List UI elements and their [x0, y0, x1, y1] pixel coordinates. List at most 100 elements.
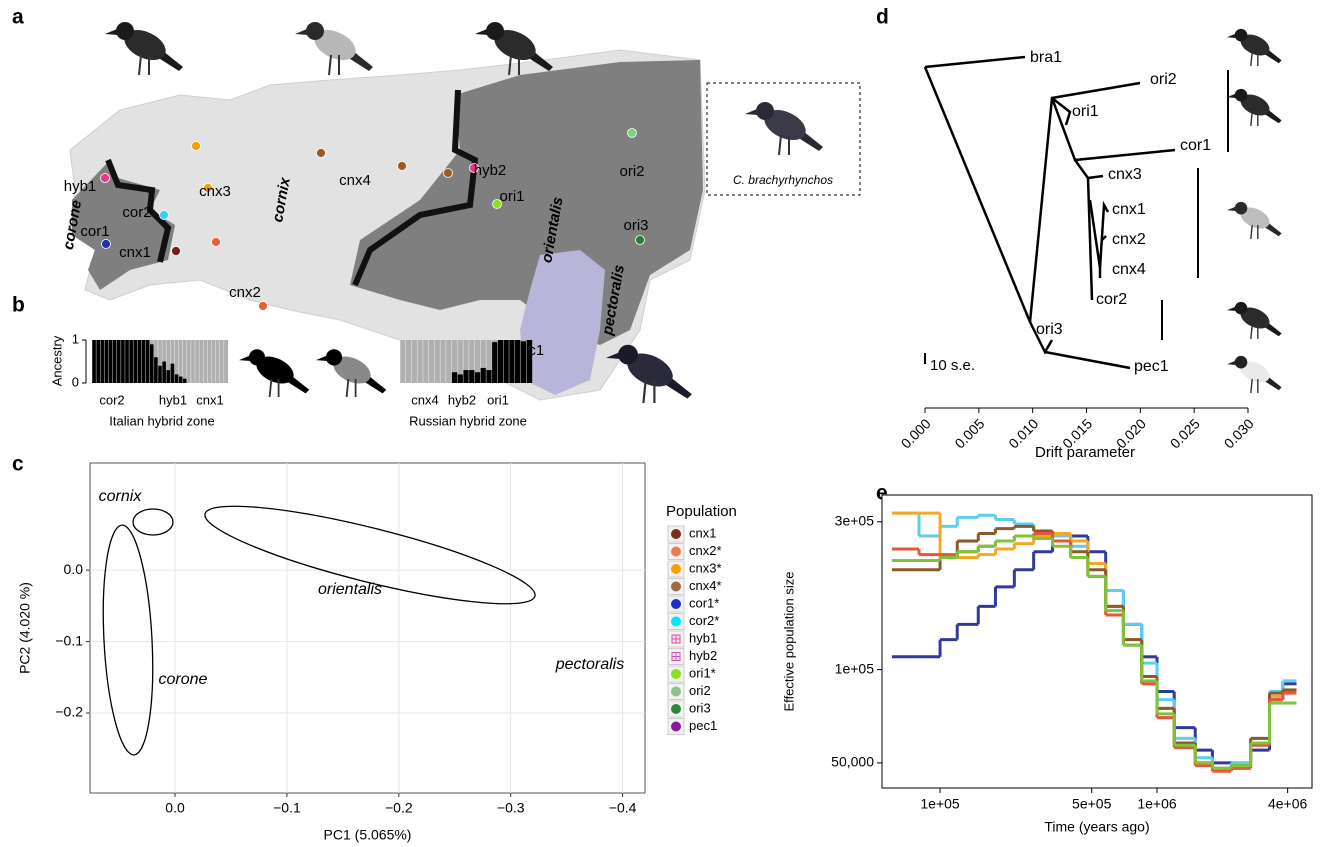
ancestry-bar	[497, 340, 504, 383]
tree-edge	[923, 66, 1141, 323]
ancestry-bar	[157, 365, 163, 383]
legend-label: ori3	[689, 700, 711, 715]
bird-body	[1240, 307, 1270, 329]
legend-symbol	[671, 704, 681, 714]
group-annotation: pectoralis	[555, 656, 624, 673]
y-tick-label: −0.2	[55, 704, 83, 720]
inset-box	[706, 82, 861, 196]
group-label: hyb2	[448, 392, 476, 407]
bird-body	[314, 29, 356, 61]
leaf-label: cnx2	[1112, 231, 1146, 248]
legend-label: cor1*	[689, 595, 719, 610]
ancestry-bar	[133, 340, 138, 383]
x-tick-label: 0.025	[1167, 415, 1203, 451]
y-tick-label: 3e+05	[835, 512, 875, 528]
bird-head	[1234, 201, 1248, 215]
pectoralis-range	[520, 250, 605, 395]
x-axis-label: Drift parameter	[1035, 444, 1135, 461]
y-tick-label: −0.1	[55, 632, 83, 648]
legend-label: cnx1	[689, 525, 716, 540]
bird-body	[1240, 207, 1270, 229]
ancestry-bar	[174, 374, 179, 383]
bird-legs	[778, 134, 790, 156]
ancestry-bar	[129, 340, 134, 383]
panel-label: b	[12, 294, 25, 317]
orientalis-range	[350, 60, 703, 345]
group-label: cnx4	[411, 392, 438, 407]
x-tick-label: 5e+05	[1072, 796, 1112, 812]
bird-legs	[1250, 378, 1259, 394]
bird-beak	[1227, 93, 1237, 98]
bird-beak	[475, 29, 488, 35]
site-dot	[101, 239, 111, 249]
hybrid-zone	[352, 89, 479, 287]
x-tick-label: −0.3	[497, 800, 525, 816]
ancestry-bar	[178, 376, 183, 383]
site-label: cor1	[80, 223, 109, 240]
bird-illustration	[606, 344, 692, 404]
site-dot	[171, 246, 181, 256]
group-label: ori1	[487, 392, 509, 407]
inset-label: C. brachyrhynchos	[733, 173, 833, 187]
ancestry-bar	[480, 367, 487, 383]
group-ellipse	[102, 524, 154, 756]
legend-label: cor2*	[689, 613, 719, 628]
site-dot	[191, 141, 201, 151]
bird-beak	[606, 352, 621, 359]
ancestry-bar	[474, 372, 481, 383]
bird-illustration	[295, 22, 373, 76]
ancestry-bar	[149, 344, 155, 383]
tree	[923, 55, 1229, 370]
tree-edge	[1050, 97, 1176, 162]
bird-body	[1240, 94, 1270, 116]
ancestry-bar	[137, 340, 142, 383]
ancestry-bar	[104, 340, 109, 383]
site-label: cnx1	[119, 244, 151, 261]
bird-body	[256, 356, 294, 384]
bird-illustration	[1227, 355, 1282, 394]
site-label: ori3	[623, 217, 648, 234]
group-label: cor2	[99, 392, 124, 407]
group-annotation: cornix	[99, 488, 143, 505]
site-label: cnx3	[199, 183, 231, 200]
bird-body	[1240, 361, 1270, 383]
plot-area	[881, 494, 1313, 789]
x-tick-label: 0.030	[1221, 415, 1257, 451]
group-annotation: corone	[159, 671, 208, 688]
site-dot	[635, 235, 645, 245]
site-dot	[443, 168, 453, 178]
leaf-label: cor1	[1180, 137, 1211, 154]
y-tick-label: 1e+05	[835, 660, 875, 676]
bird-head	[486, 22, 504, 40]
legend-symbol	[671, 721, 681, 732]
ancestry-bar	[451, 372, 458, 383]
bird-illustration	[316, 349, 387, 398]
ancestry-bar	[520, 341, 527, 383]
site-dot	[159, 210, 169, 220]
x-tick-label: −0.2	[385, 800, 413, 816]
plot-area	[89, 462, 646, 794]
site-dot	[211, 237, 221, 247]
ancestry-bar	[457, 374, 464, 383]
legend-label: cnx3*	[689, 560, 722, 575]
x-tick-label: 1e+06	[1137, 796, 1177, 812]
panel-label: d	[876, 6, 889, 29]
bird-beak	[316, 355, 328, 361]
legend-symbol	[671, 564, 681, 574]
bird-illustration	[1227, 28, 1282, 67]
site-dot	[316, 148, 326, 158]
panel-label: c	[12, 453, 24, 476]
scale-label: 10 s.e.	[930, 357, 975, 374]
bird-body	[1240, 34, 1270, 56]
bird-body	[764, 109, 806, 141]
ancestry-bar	[108, 340, 113, 383]
ancestry-bar	[526, 340, 533, 383]
y-tick-label: 0	[72, 374, 79, 389]
legend-symbol	[671, 581, 681, 592]
bird-head	[1234, 88, 1248, 102]
site-label: cnx4	[339, 172, 371, 189]
leaf-label: cnx1	[1112, 201, 1146, 218]
leaf-label: cnx4	[1112, 261, 1146, 278]
tree-edge	[1073, 159, 1094, 301]
legend-symbol	[672, 635, 680, 643]
